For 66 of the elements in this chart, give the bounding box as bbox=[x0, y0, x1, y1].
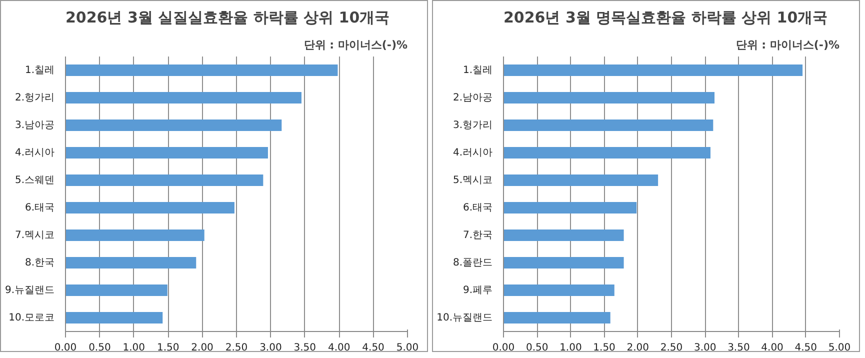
x-tick-label: 1.50 bbox=[593, 342, 616, 354]
x-tick-label: 0.50 bbox=[526, 342, 548, 354]
chart-subtitle: 단위 : 마이너스(-)% bbox=[736, 38, 840, 52]
y-tick-label: 10.모로코 bbox=[8, 312, 55, 324]
x-tick-label: 2.00 bbox=[191, 342, 214, 354]
x-tick-label: 5.00 bbox=[396, 342, 419, 354]
x-tick-label: 5.00 bbox=[828, 342, 851, 354]
y-tick-label: 4.러시아 bbox=[452, 147, 493, 158]
x-tick-label: 1.50 bbox=[156, 342, 180, 354]
bar bbox=[66, 146, 268, 159]
bar bbox=[504, 229, 624, 242]
bar bbox=[504, 92, 715, 104]
bar bbox=[504, 174, 658, 186]
x-tick-label: 0.00 bbox=[54, 342, 77, 354]
y-tick-label: 9.뉴질랜드 bbox=[4, 284, 55, 296]
x-tick-label: 0.50 bbox=[88, 342, 111, 354]
x-tick-label: 2.50 bbox=[225, 342, 248, 354]
x-tick-label: 4.50 bbox=[362, 342, 384, 354]
bar bbox=[66, 92, 302, 104]
chart-title: 2026년 3월 명목실효환율 하락률 상위 10개국 bbox=[504, 8, 828, 26]
x-tick-label: 3.00 bbox=[694, 342, 716, 354]
x-tick-label: 1.00 bbox=[122, 342, 146, 354]
y-tick-label: 8.폴란드 bbox=[452, 257, 493, 268]
y-tick-label: 6.태국 bbox=[462, 202, 493, 214]
chart-title: 2026년 3월 실질실효환율 하락률 상위 10개국 bbox=[66, 8, 390, 26]
y-tick-label: 3.헝가리 bbox=[452, 120, 493, 131]
y-tick-label: 7.한국 bbox=[462, 230, 493, 241]
y-tick-label: 1.칠레 bbox=[24, 64, 55, 76]
bar bbox=[504, 146, 710, 159]
bar bbox=[504, 312, 610, 324]
y-tick-label: 2.헝가리 bbox=[14, 92, 55, 104]
x-tick-label: 1.00 bbox=[560, 342, 582, 354]
bar bbox=[504, 284, 614, 296]
x-tick-label: 4.50 bbox=[794, 342, 818, 354]
bar bbox=[66, 229, 204, 242]
y-tick-label: 5.멕시코 bbox=[452, 174, 493, 186]
y-tick-label: 9.페루 bbox=[462, 284, 493, 296]
bar bbox=[504, 202, 637, 214]
y-tick-label: 10.뉴질랜드 bbox=[436, 312, 493, 324]
bar bbox=[66, 119, 282, 132]
y-tick-label: 8.한국 bbox=[24, 257, 55, 268]
x-tick-label: 4.00 bbox=[761, 342, 784, 354]
x-tick-label: 2.00 bbox=[626, 342, 650, 354]
x-tick-label: 3.50 bbox=[728, 342, 750, 354]
bar bbox=[504, 64, 803, 76]
bar bbox=[66, 256, 196, 269]
y-tick-label: 7.멕시코 bbox=[14, 230, 55, 241]
bar bbox=[66, 202, 234, 214]
bar bbox=[66, 64, 338, 76]
chart-subtitle: 단위 : 마이너스(-)% bbox=[304, 38, 408, 52]
x-tick-label: 3.00 bbox=[260, 342, 282, 354]
bar bbox=[66, 312, 163, 324]
bar bbox=[66, 284, 168, 296]
x-tick-label: 4.00 bbox=[328, 342, 350, 354]
y-tick-label: 5.스웨덴 bbox=[14, 174, 55, 186]
y-tick-label: 4.러시아 bbox=[14, 147, 55, 158]
x-tick-label: 3.50 bbox=[294, 342, 316, 354]
y-tick-label: 3.남아공 bbox=[14, 120, 55, 131]
bar bbox=[504, 119, 714, 132]
bar bbox=[66, 174, 264, 186]
y-tick-label: 1.칠레 bbox=[462, 64, 493, 76]
y-tick-label: 2.남아공 bbox=[452, 92, 493, 104]
bar bbox=[504, 256, 624, 269]
x-tick-label: 2.50 bbox=[660, 342, 683, 354]
y-tick-label: 6.태국 bbox=[24, 202, 55, 214]
x-tick-label: 0.00 bbox=[492, 342, 515, 354]
